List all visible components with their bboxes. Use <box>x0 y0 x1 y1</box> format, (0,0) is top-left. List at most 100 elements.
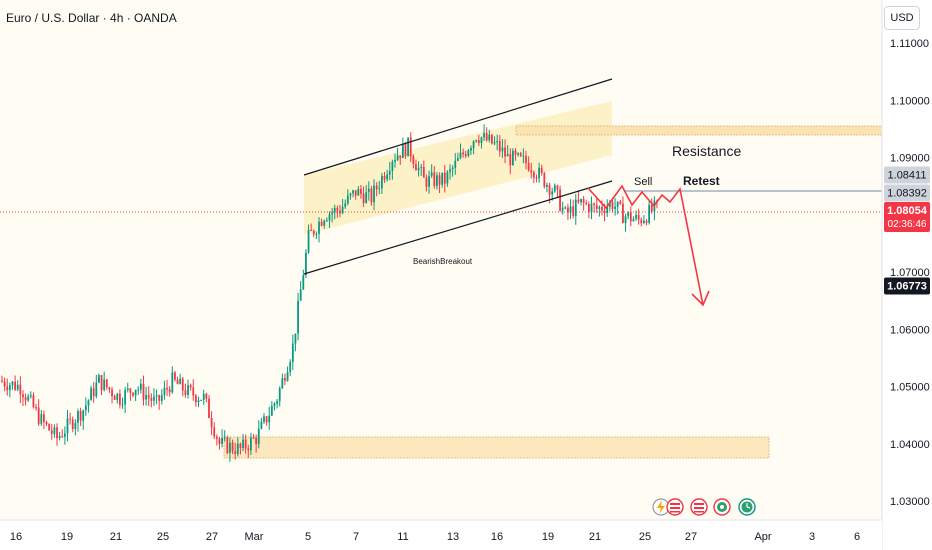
candle-body <box>459 152 462 159</box>
candle-body <box>485 133 488 141</box>
price-badge-label: 1.08392 <box>887 188 927 200</box>
price-tick-label: 1.09000 <box>890 153 930 165</box>
candle-body <box>645 220 648 223</box>
candle-body <box>611 202 614 209</box>
candle-body <box>43 414 45 422</box>
candle-body <box>446 172 449 184</box>
candle-body <box>428 175 430 187</box>
candle-body <box>192 387 195 396</box>
candle-body <box>388 171 391 175</box>
price-axis-panel[interactable] <box>882 0 932 550</box>
candle-body <box>213 427 216 437</box>
candle-body <box>265 416 268 423</box>
candle-body <box>35 407 37 409</box>
candle-body <box>378 188 381 190</box>
candle-body <box>381 175 383 189</box>
candle-body <box>32 395 35 408</box>
candle-body <box>577 199 580 203</box>
candle-body <box>344 203 347 207</box>
time-tick-label: 19 <box>542 531 554 543</box>
candle-body <box>462 152 465 155</box>
time-tick-label: 25 <box>157 531 169 543</box>
candle-body <box>480 137 483 143</box>
flag-us-icon[interactable] <box>666 498 684 516</box>
time-tick-label: 21 <box>110 531 122 543</box>
candle-body <box>6 386 9 391</box>
candle-body <box>498 141 501 152</box>
candle-body <box>627 212 630 217</box>
candle-body <box>260 421 263 429</box>
time-tick-label: 13 <box>447 531 459 543</box>
candle-body <box>580 198 582 203</box>
candlestick-series <box>1 124 658 462</box>
candle-body <box>491 134 493 144</box>
channel-upper-line <box>303 78 613 176</box>
price-badges: 1.08411 1.08392 1.08054 02:36:46 1.06773 <box>884 166 930 295</box>
candle-body <box>360 188 362 194</box>
price-badge-box <box>884 277 930 295</box>
channel-lower-line <box>303 180 613 275</box>
candle-body <box>84 405 87 411</box>
candle-body <box>174 372 176 380</box>
candle-body <box>278 388 281 402</box>
candle-body <box>346 195 349 204</box>
candle-body <box>142 383 145 400</box>
candle-body <box>603 210 606 214</box>
time-axis-panel[interactable] <box>0 520 882 550</box>
candle-body <box>551 191 554 195</box>
candle-body <box>315 233 318 235</box>
candle-body <box>250 437 252 451</box>
candle-body <box>546 185 548 187</box>
candle-body <box>530 170 533 173</box>
candle-body <box>210 417 213 428</box>
candle-body <box>556 185 559 190</box>
candle-body <box>3 381 6 387</box>
candle-body <box>409 137 412 157</box>
candle-body <box>307 229 310 253</box>
candle-body <box>438 175 441 185</box>
candle-body <box>37 407 40 424</box>
target-icon[interactable] <box>713 498 731 516</box>
price-badge-label: 1.08054 <box>887 205 928 217</box>
price-tick-label: 1.03000 <box>890 496 930 508</box>
candle-body <box>82 410 85 421</box>
time-tick-label: 27 <box>206 531 218 543</box>
time-tick-label: 27 <box>685 531 697 543</box>
candle-body <box>501 147 504 152</box>
candle-body <box>137 389 140 391</box>
candle-body <box>352 190 354 194</box>
candle-body <box>289 362 292 373</box>
candle-body <box>168 389 171 393</box>
candle-body <box>189 385 192 388</box>
candle-body <box>574 199 577 216</box>
price-tick-label: 1.10000 <box>890 95 930 107</box>
candle-body <box>124 390 127 405</box>
candle-body <box>517 153 520 155</box>
candle-body <box>467 150 470 156</box>
candle-body <box>263 416 265 422</box>
candle-body <box>598 206 601 209</box>
candle-body <box>383 175 386 180</box>
candle-body <box>50 430 53 434</box>
candle-body <box>519 153 522 156</box>
time-tick-label: 3 <box>809 531 815 543</box>
flag-us-icon[interactable] <box>690 498 708 516</box>
candle-body <box>276 401 278 404</box>
candle-body <box>310 229 313 231</box>
candle-body <box>325 220 328 222</box>
time-tick-label: 7 <box>353 531 359 543</box>
candle-body <box>472 141 475 148</box>
currency-button[interactable]: USD <box>884 6 920 30</box>
candle-body <box>569 206 572 213</box>
candle-body <box>454 160 457 168</box>
candle-body <box>375 185 378 190</box>
clock-icon[interactable] <box>738 498 756 516</box>
candle-body <box>139 383 142 390</box>
price-tick-label: 1.06000 <box>890 324 930 336</box>
candle-body <box>595 204 598 209</box>
candle-body <box>171 372 174 393</box>
candle-body <box>244 439 247 449</box>
candle-body <box>522 155 525 157</box>
price-axis-ticks: 1.11000 1.10000 1.09000 1.07000 1.06000 1.050… <box>890 38 930 508</box>
